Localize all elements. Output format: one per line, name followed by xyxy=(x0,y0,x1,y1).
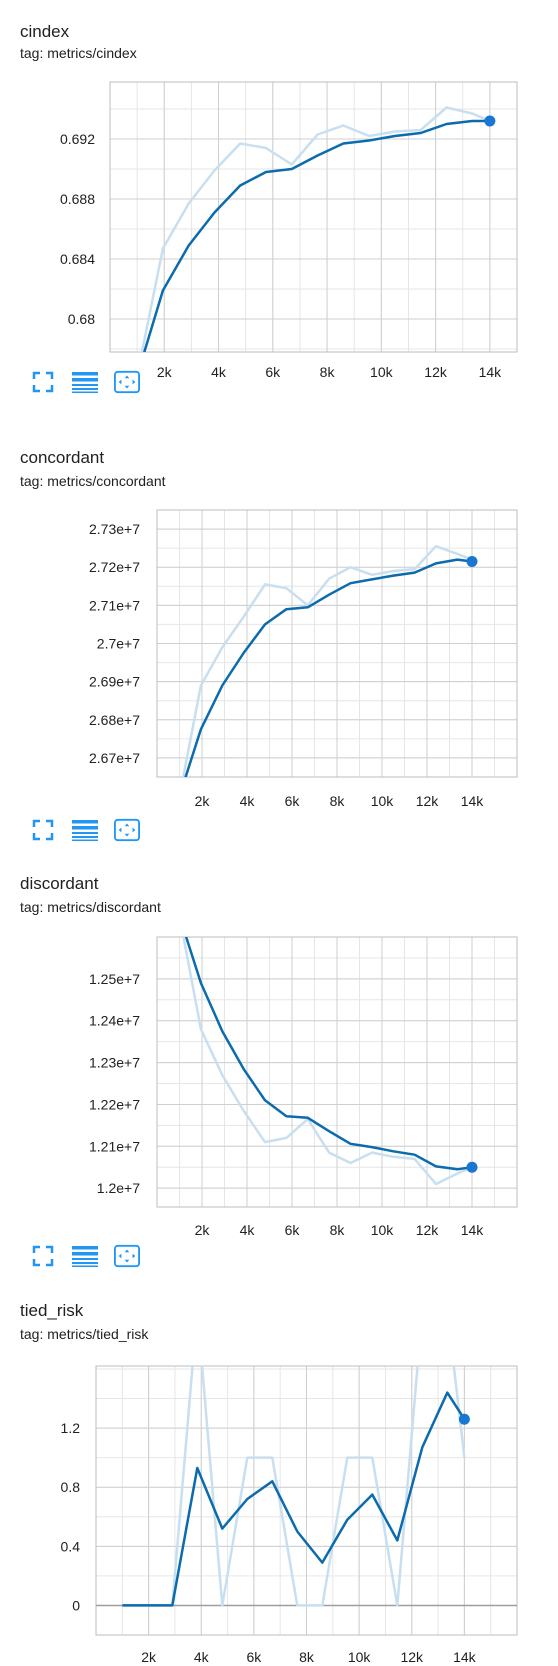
y-tick-label: 2.69e+7 xyxy=(89,674,140,690)
chart-title: cindex xyxy=(20,22,70,41)
y-tick-label: 1.24e+7 xyxy=(89,1013,140,1029)
y-tick-label: 1.2 xyxy=(61,1420,81,1436)
chart-controls xyxy=(30,1243,140,1269)
x-tick-label: 12k xyxy=(400,1649,424,1665)
fullscreen-icon[interactable] xyxy=(30,817,56,843)
x-tick-label: 12k xyxy=(416,793,440,809)
plot-frame xyxy=(95,1365,518,1636)
y-tick-label: 1.22e+7 xyxy=(89,1096,140,1112)
series-raw-line xyxy=(182,937,473,1186)
chart-tag: tag: metrics/tied_risk xyxy=(20,1326,149,1342)
toggle-log-scale-icon[interactable] xyxy=(72,1243,98,1269)
x-tick-label: 4k xyxy=(211,364,227,380)
x-tick-label: 14k xyxy=(453,1649,477,1665)
y-tick-label: 0.684 xyxy=(60,251,95,267)
series-raw-line xyxy=(140,106,491,352)
last-point-marker xyxy=(466,1161,478,1173)
x-tick-label: 8k xyxy=(299,1649,315,1665)
y-tick-label: 2.72e+7 xyxy=(89,559,140,575)
x-tick-label: 8k xyxy=(330,1222,346,1238)
series-smoothed-line xyxy=(143,119,490,352)
x-tick-label: 4k xyxy=(240,793,256,809)
x-tick-label: 12k xyxy=(424,364,448,380)
x-tick-label: 8k xyxy=(330,793,346,809)
last-point-marker xyxy=(458,1413,470,1425)
chart-discordant[interactable]: 1.25e+7 1.24e+7 1.23e+7 1.22e+7 1.21e+7 1.2e+… xyxy=(0,0,558,1250)
plot-frame xyxy=(109,81,518,353)
y-tick-label: 0.692 xyxy=(60,131,95,147)
plot-frame xyxy=(156,936,518,1208)
chart-tag: tag: metrics/concordant xyxy=(20,473,166,489)
y-tick-label: 2.7e+7 xyxy=(97,636,140,652)
x-tick-label: 10k xyxy=(348,1649,372,1665)
chart-tag: tag: metrics/discordant xyxy=(20,899,161,915)
x-tick-label: 6k xyxy=(285,1222,301,1238)
y-tick-label: 0.68 xyxy=(68,311,95,327)
chart-title: discordant xyxy=(20,874,99,893)
fit-domain-icon[interactable] xyxy=(114,369,140,395)
chart-title: concordant xyxy=(20,448,105,467)
last-point-marker xyxy=(484,115,496,127)
x-tick-label: 2k xyxy=(195,793,211,809)
x-tick-label: 2k xyxy=(195,1222,211,1238)
last-point-marker xyxy=(466,555,478,567)
fullscreen-icon[interactable] xyxy=(30,1243,56,1269)
x-tick-label: 8k xyxy=(320,364,336,380)
x-tick-label: 12k xyxy=(416,1222,440,1238)
x-tick-label: 14k xyxy=(461,793,485,809)
fullscreen-icon[interactable] xyxy=(30,369,56,395)
toggle-log-scale-icon[interactable] xyxy=(72,817,98,843)
chart-tag: tag: metrics/cindex xyxy=(20,45,137,61)
chart-concordant[interactable]: 2.73e+7 2.72e+7 2.71e+7 2.7e+7 2.69e+7 2.68e+… xyxy=(0,0,558,820)
chart-cindex[interactable]: 0.692 0.688 0.684 0.68 2k 4k 6k 8k 10k 12k 14k xyxy=(0,0,558,380)
y-tick-label: 1.25e+7 xyxy=(89,971,140,987)
x-tick-label: 10k xyxy=(371,793,395,809)
x-tick-label: 14k xyxy=(479,364,503,380)
y-tick-label: 0.8 xyxy=(61,1479,81,1495)
x-tick-label: 2k xyxy=(141,1649,157,1665)
plot-frame xyxy=(156,509,518,778)
y-tick-label: 1.2e+7 xyxy=(97,1180,140,1196)
x-tick-label: 2k xyxy=(157,364,173,380)
x-tick-label: 4k xyxy=(194,1649,210,1665)
x-tick-label: 6k xyxy=(265,364,281,380)
y-tick-label: 2.68e+7 xyxy=(89,712,140,728)
series-raw-line xyxy=(181,544,473,777)
series-smoothed-line xyxy=(184,558,473,777)
y-tick-label: 0.4 xyxy=(61,1538,81,1554)
x-tick-label: 10k xyxy=(371,1222,395,1238)
chart-controls xyxy=(30,817,140,843)
chart-controls xyxy=(30,369,140,395)
x-tick-label: 6k xyxy=(246,1649,262,1665)
fit-domain-icon[interactable] xyxy=(114,1243,140,1269)
y-tick-label: 2.71e+7 xyxy=(89,597,140,613)
y-tick-label: 0 xyxy=(72,1597,80,1613)
chart-title: tied_risk xyxy=(20,1301,84,1320)
series-raw-line xyxy=(122,1366,466,1607)
y-tick-label: 2.73e+7 xyxy=(89,521,140,537)
x-tick-label: 14k xyxy=(461,1222,485,1238)
x-tick-label: 6k xyxy=(285,793,301,809)
x-tick-label: 4k xyxy=(240,1222,256,1238)
fit-domain-icon[interactable] xyxy=(114,817,140,843)
series-smoothed-line xyxy=(122,1391,466,1607)
x-tick-label: 10k xyxy=(370,364,394,380)
y-tick-label: 1.23e+7 xyxy=(89,1055,140,1071)
y-tick-label: 0.688 xyxy=(60,191,95,207)
toggle-log-scale-icon[interactable] xyxy=(72,369,98,395)
y-tick-label: 2.67e+7 xyxy=(89,750,140,766)
y-tick-label: 1.21e+7 xyxy=(89,1138,140,1154)
series-smoothed-line xyxy=(184,937,473,1171)
